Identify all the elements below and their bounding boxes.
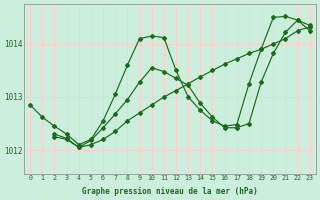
- X-axis label: Graphe pression niveau de la mer (hPa): Graphe pression niveau de la mer (hPa): [82, 187, 258, 196]
